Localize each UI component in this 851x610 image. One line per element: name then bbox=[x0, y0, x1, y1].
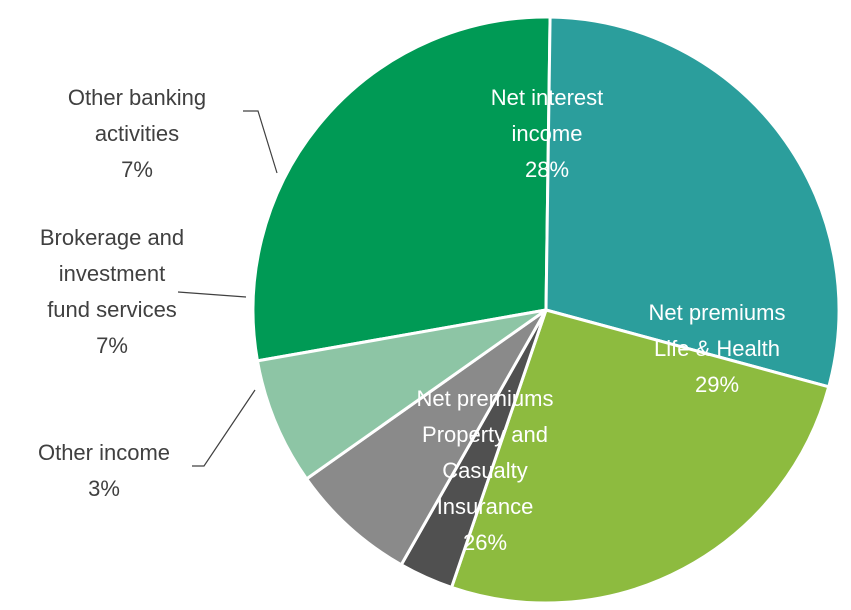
data-label-value: 7% bbox=[121, 157, 153, 182]
pie-slice-1 bbox=[251, 15, 552, 363]
leader-line-6 bbox=[243, 110, 278, 174]
data-label-3: Net premiums Property and Casualty Insuranc… bbox=[417, 386, 554, 555]
leader-line-4 bbox=[192, 389, 256, 467]
data-label-line: Other income bbox=[38, 440, 170, 465]
data-label-2: Net premiums Life & Health 29% bbox=[649, 300, 786, 397]
data-label-1: Net interest income 28% bbox=[491, 85, 604, 182]
data-label-5: Brokerage and investment fund services 7% bbox=[40, 225, 184, 358]
data-label-4: Other income 3% bbox=[38, 440, 170, 501]
data-label-value: 7% bbox=[96, 333, 128, 358]
pie-slice-3 bbox=[450, 308, 831, 605]
data-label-line: Other banking bbox=[68, 85, 206, 110]
data-label-line: Brokerage and bbox=[40, 225, 184, 250]
data-labels: Net interest income 28% Net premiums Life & … bbox=[38, 85, 785, 555]
data-label-value: 28% bbox=[525, 157, 569, 182]
data-label-value: 3% bbox=[88, 476, 120, 501]
data-label-line: activities bbox=[95, 121, 179, 146]
data-label-value: 26% bbox=[463, 530, 507, 555]
pie-slice-2 bbox=[544, 15, 841, 389]
pie-slices bbox=[251, 15, 841, 605]
data-label-value: 29% bbox=[695, 372, 739, 397]
leader-lines bbox=[177, 110, 278, 467]
data-label-line: Net premiums bbox=[649, 300, 786, 325]
data-label-line: Net interest bbox=[491, 85, 604, 110]
pie-slice-6 bbox=[255, 308, 548, 481]
data-label-6: Other banking activities 7% bbox=[68, 85, 206, 182]
data-label-line: Net premiums bbox=[417, 386, 554, 411]
data-label-line: Property and bbox=[422, 422, 548, 447]
data-label-line: fund services bbox=[47, 297, 177, 322]
data-label-line: investment bbox=[59, 261, 165, 286]
data-label-line: Casualty bbox=[442, 458, 528, 483]
pie-slice-5 bbox=[305, 308, 548, 567]
data-label-line: income bbox=[512, 121, 583, 146]
leader-line-5 bbox=[177, 291, 247, 298]
data-label-line: Life & Health bbox=[654, 336, 780, 361]
data-label-line: Insurance bbox=[437, 494, 534, 519]
